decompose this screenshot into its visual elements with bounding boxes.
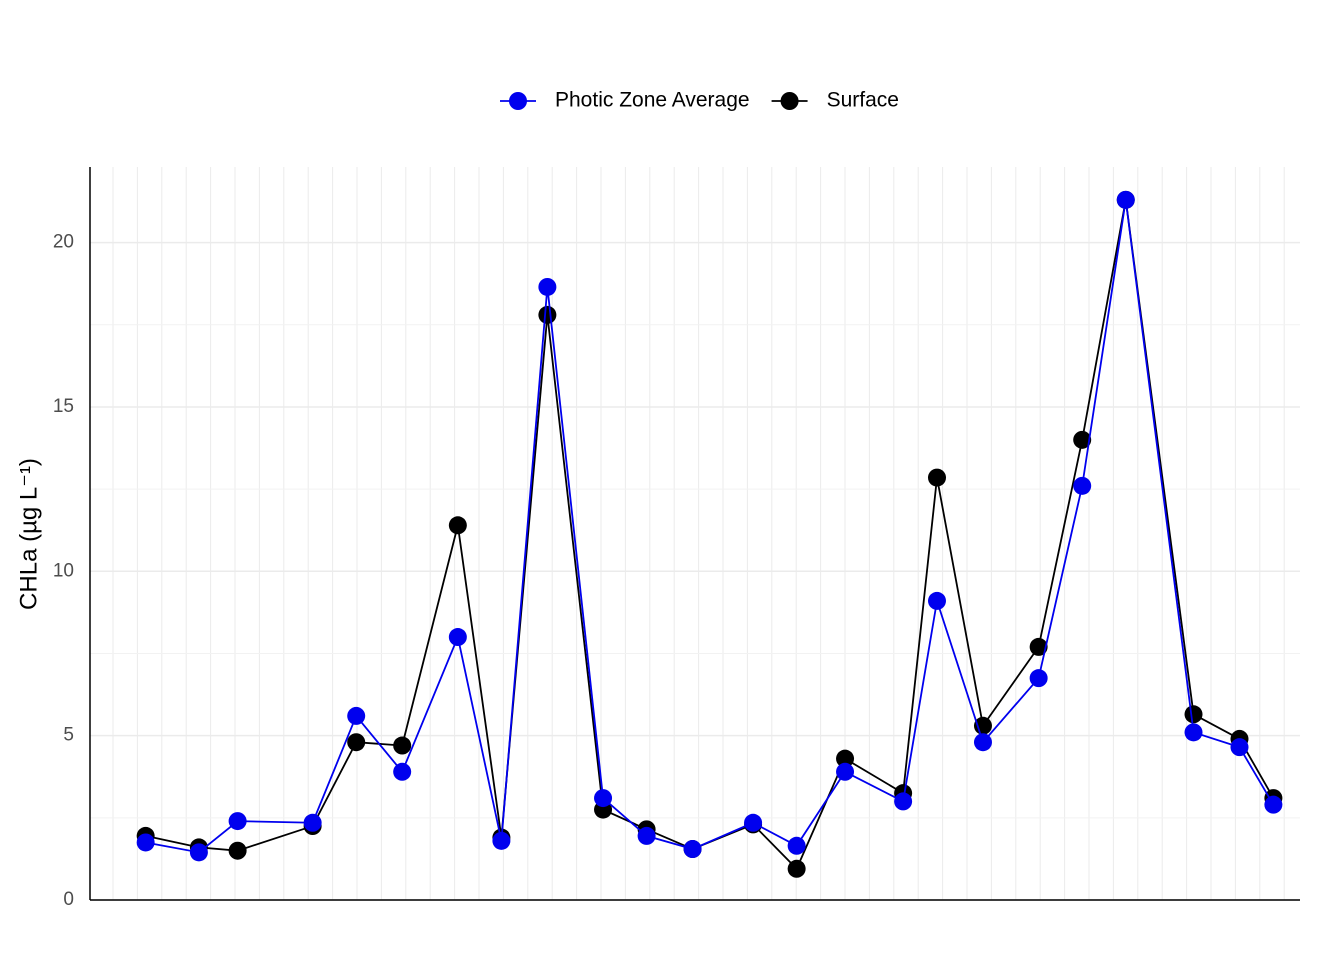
data-point xyxy=(228,841,247,860)
data-point xyxy=(228,812,247,831)
series-line xyxy=(145,199,1275,854)
data-point xyxy=(538,305,557,324)
data-point xyxy=(492,831,511,850)
data-point xyxy=(1073,476,1092,495)
data-point xyxy=(637,826,656,845)
data-point xyxy=(836,762,855,781)
legend-label: Photic Zone Average xyxy=(555,89,750,112)
data-point xyxy=(1029,637,1048,656)
data-point xyxy=(189,843,208,862)
data-point xyxy=(787,836,806,855)
data-point xyxy=(347,733,366,752)
data-point xyxy=(928,468,946,487)
series-line xyxy=(145,199,1275,871)
data-point xyxy=(894,792,913,811)
data-point xyxy=(136,833,155,852)
data-point xyxy=(393,736,412,755)
y-tick-label: 20 xyxy=(53,232,74,253)
data-point xyxy=(1230,738,1249,757)
data-point xyxy=(393,762,412,781)
data-point xyxy=(1264,795,1283,814)
data-point xyxy=(787,859,806,878)
data-point xyxy=(744,813,763,832)
data-point xyxy=(836,749,855,768)
data-point xyxy=(538,277,557,296)
y-axis-label: CHLa (µg L⁻¹) xyxy=(15,458,42,610)
data-point xyxy=(1184,705,1203,724)
y-tick-label: 10 xyxy=(53,560,74,581)
y-tick-label: 15 xyxy=(53,396,74,417)
data-point xyxy=(973,716,992,735)
data-point xyxy=(973,733,992,752)
data-point xyxy=(347,706,366,725)
y-tick-label: 5 xyxy=(63,725,74,746)
data-point xyxy=(683,840,702,859)
data-point xyxy=(928,591,946,610)
data-point xyxy=(1184,723,1203,742)
legend-marker xyxy=(509,92,527,110)
data-point xyxy=(303,813,322,832)
data-point xyxy=(594,789,613,808)
legend-label: Surface xyxy=(827,89,899,112)
data-point xyxy=(1029,669,1048,688)
data-point xyxy=(448,628,467,647)
legend-marker xyxy=(780,92,799,110)
y-tick-label: 0 xyxy=(63,889,74,910)
data-point xyxy=(1116,190,1135,209)
data-point xyxy=(448,516,467,535)
data-point xyxy=(1073,430,1092,449)
